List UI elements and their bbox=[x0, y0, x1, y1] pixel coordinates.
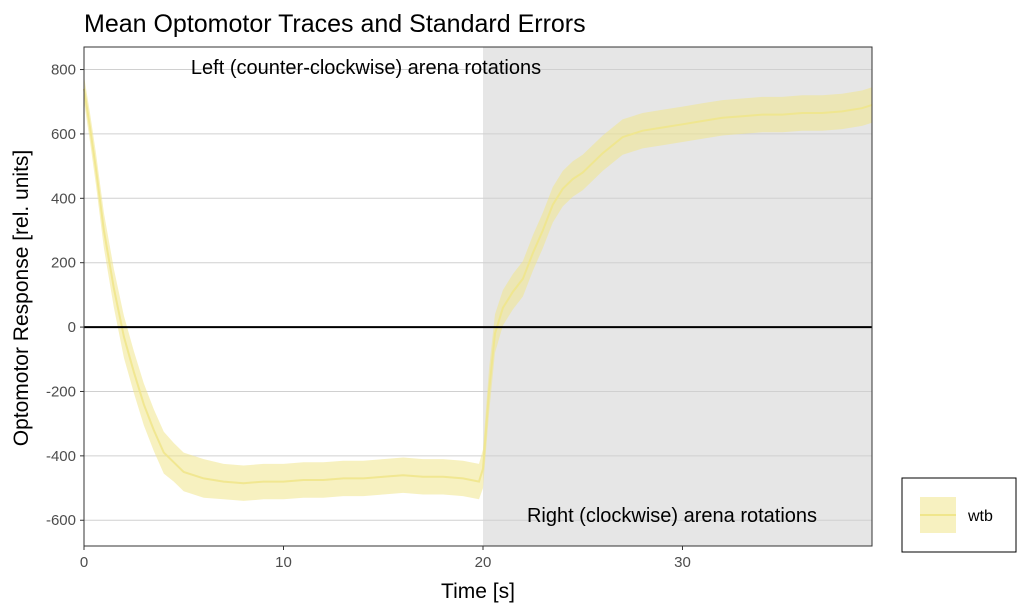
y-tick-label: 0 bbox=[68, 319, 76, 336]
x-tick-label: 30 bbox=[674, 554, 691, 571]
y-tick-label: -600 bbox=[46, 512, 76, 529]
y-tick-label: -200 bbox=[46, 383, 76, 400]
y-tick-label: 600 bbox=[51, 126, 76, 143]
y-tick-label: 400 bbox=[51, 190, 76, 207]
y-tick-label: -400 bbox=[46, 448, 76, 465]
chart-title: Mean Optomotor Traces and Standard Error… bbox=[84, 10, 586, 38]
legend-label-wtb: wtb bbox=[967, 508, 993, 525]
x-tick-label: 10 bbox=[275, 554, 292, 571]
series-wtb-error-band bbox=[84, 76, 872, 501]
x-tick-label: 0 bbox=[80, 554, 88, 571]
legend-box bbox=[901, 477, 1017, 553]
annotation-left-rotations: Left (counter-clockwise) arena rotations bbox=[191, 57, 541, 79]
series-wtb-line bbox=[83, 88, 873, 485]
y-axis-title: Optomotor Response [rel. units] bbox=[10, 150, 33, 446]
panel-border bbox=[83, 46, 873, 547]
annotation-right-rotations: Right (clockwise) arena rotations bbox=[527, 505, 817, 527]
y-tick-label: 800 bbox=[51, 62, 76, 79]
axes: -600 -400 -200 0 200 400 600 800 0 10 20 30 bbox=[46, 46, 873, 571]
y-tick-label: 200 bbox=[51, 255, 76, 272]
x-tick-label: 20 bbox=[475, 554, 492, 571]
x-axis-title: Time [s] bbox=[441, 580, 515, 603]
legend: wtb bbox=[901, 477, 1017, 553]
plot-area bbox=[83, 47, 873, 546]
